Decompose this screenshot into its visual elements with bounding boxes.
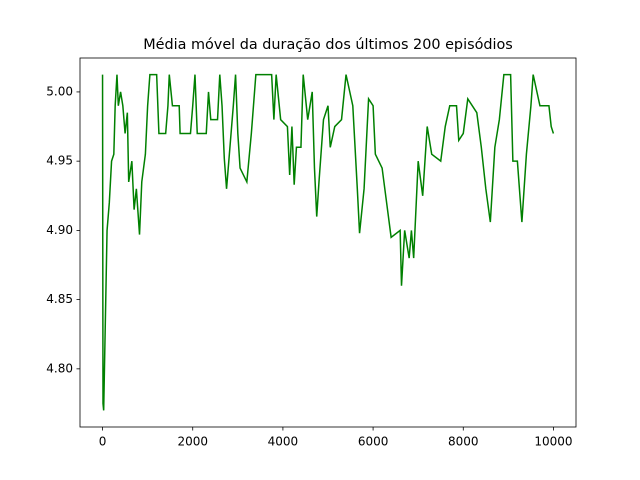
x-tick-label: 6000 <box>358 435 389 449</box>
y-tick-label: 4.80 <box>46 361 73 375</box>
plot-frame <box>79 57 577 428</box>
y-tick-label: 4.90 <box>46 223 73 237</box>
y-tick-label: 5.00 <box>46 84 73 98</box>
x-tick-label: 10000 <box>534 435 572 449</box>
y-tick-label: 4.95 <box>46 154 73 168</box>
chart-title: Média móvel da duração dos últimos 200 e… <box>143 37 513 53</box>
x-tick-label: 4000 <box>268 435 299 449</box>
y-tick-label: 4.85 <box>46 292 73 306</box>
data-line <box>101 73 555 411</box>
x-tick-label: 0 <box>99 435 107 449</box>
x-tick-label: 2000 <box>177 435 208 449</box>
x-tick-label: 8000 <box>448 435 479 449</box>
